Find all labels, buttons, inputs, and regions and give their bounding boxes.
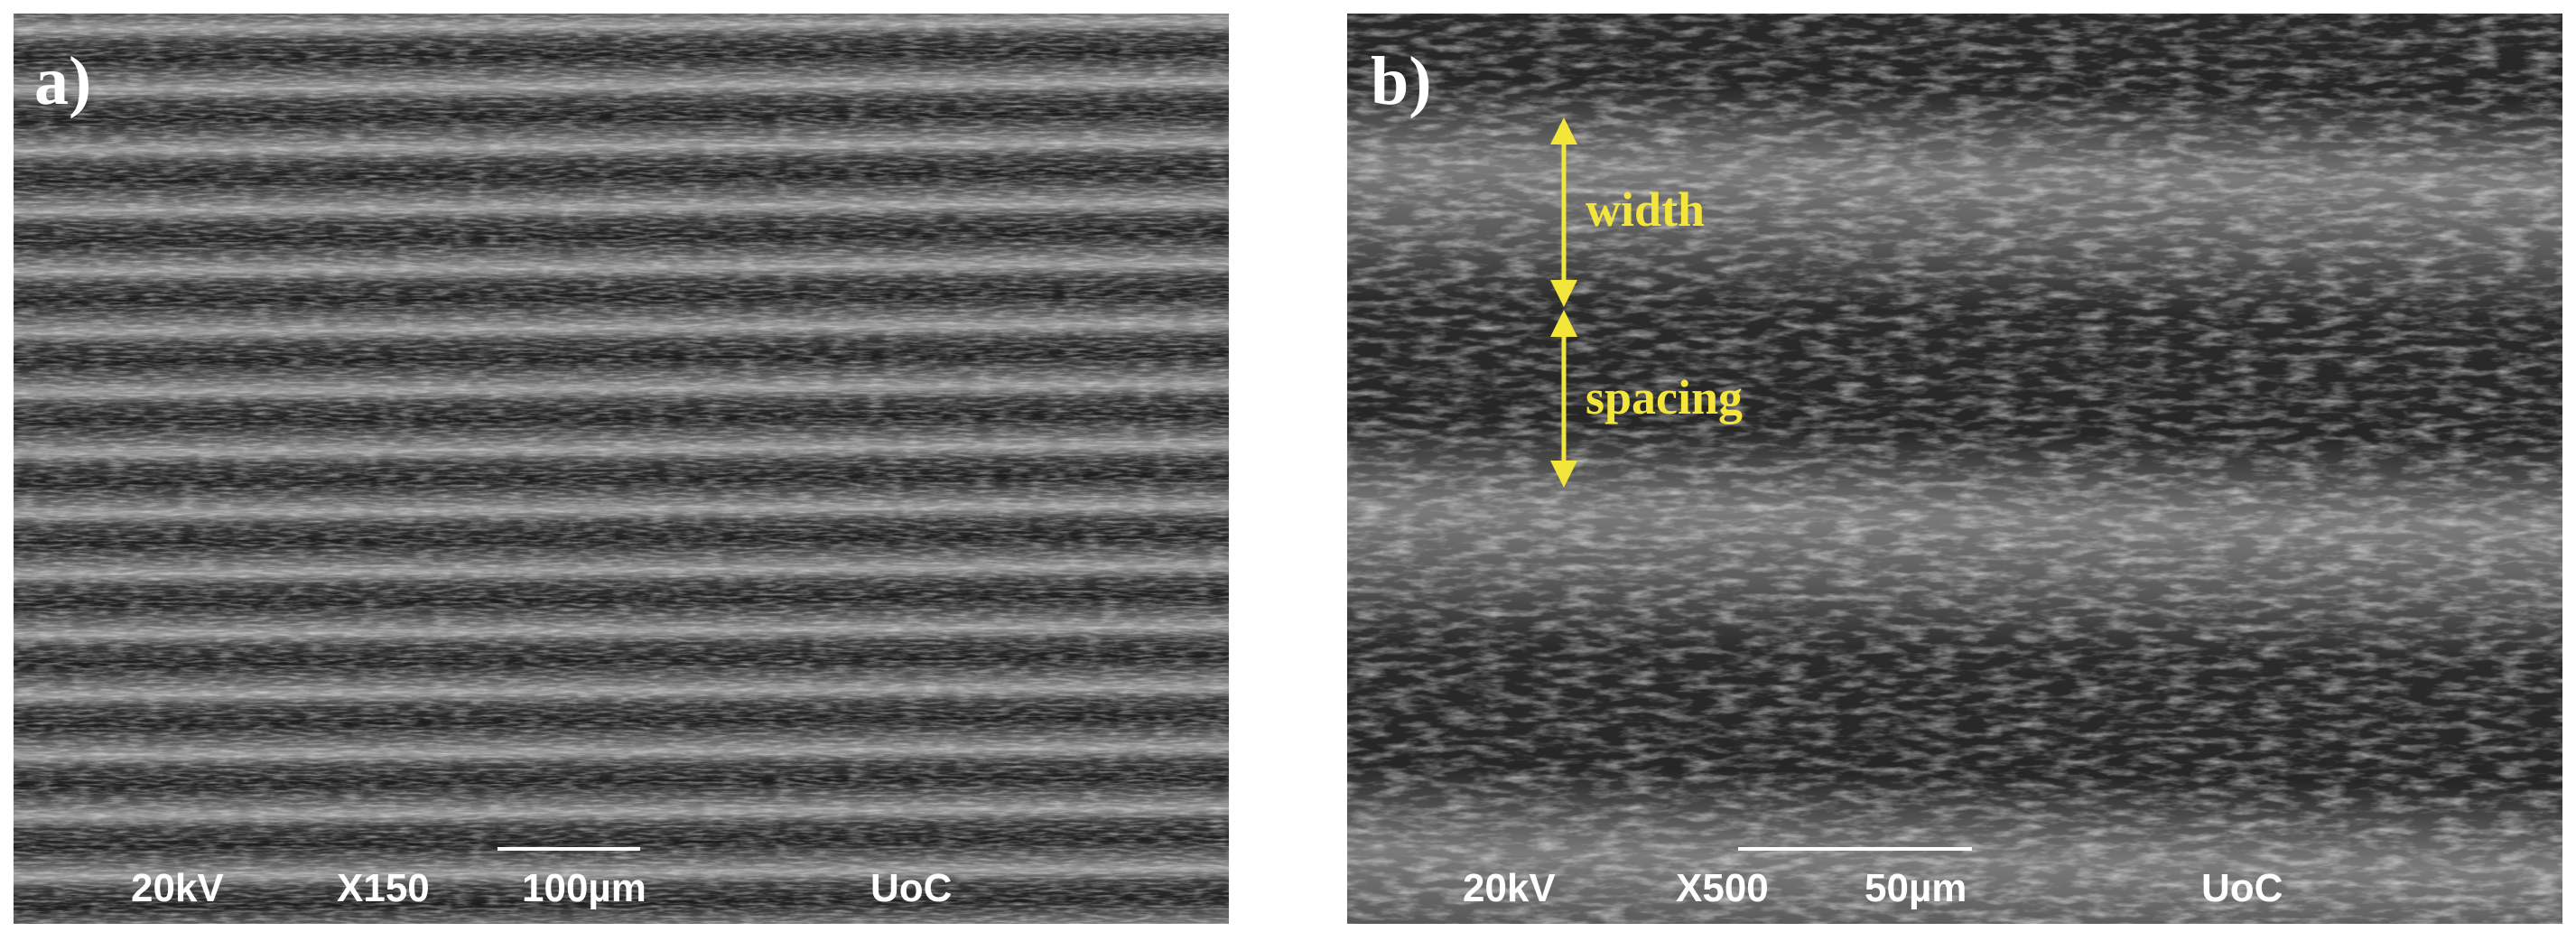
scale-label: 100µm — [522, 866, 646, 910]
panel-a: a) 20kV X150 100µm UoC — [14, 14, 1229, 924]
voltage: 20kV — [1463, 866, 1556, 910]
panel-b: b) width spacing 20kV X500 50µm UoC — [1347, 14, 2562, 924]
sem-texture — [1347, 14, 2562, 924]
institution: UoC — [2201, 866, 2283, 910]
sem-texture — [14, 14, 1229, 924]
annotation: width — [1586, 182, 1705, 237]
magnification: X500 — [1676, 866, 1769, 910]
panel-label: b) — [1371, 43, 1432, 119]
magnification: X150 — [337, 866, 430, 910]
voltage: 20kV — [131, 866, 224, 910]
annotation: spacing — [1586, 370, 1743, 424]
scale-label: 50µm — [1865, 866, 1967, 910]
panel-label: a) — [34, 43, 91, 119]
institution: UoC — [870, 866, 952, 910]
